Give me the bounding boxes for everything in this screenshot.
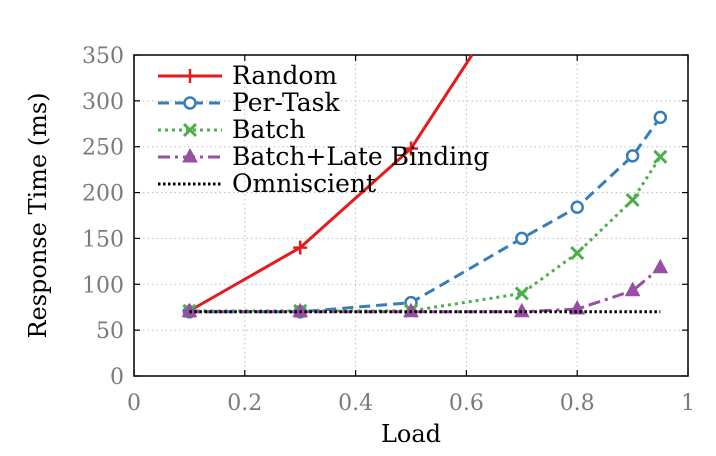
data-point — [653, 110, 668, 125]
legend-entry: Batch+Late Binding — [158, 142, 489, 171]
plot-frame — [133, 54, 689, 377]
data-point — [653, 149, 668, 164]
data-point — [183, 69, 197, 83]
x-axis-label: Load — [381, 420, 441, 448]
data-point — [625, 149, 640, 163]
x-tick-label: 0.8 — [560, 391, 595, 416]
legend-label: Batch+Late Binding — [232, 142, 489, 171]
y-tick-label: 250 — [82, 136, 124, 161]
axis-ticks: 0 0.2 0.4 0.6 0.8 1 0 50 100 150 200 250 300 350 — [82, 44, 695, 416]
y-tick-label: 0 — [110, 365, 124, 390]
x-tick-label: 0.6 — [449, 391, 484, 416]
data-point — [404, 141, 418, 156]
x-tick-label: 1 — [681, 391, 695, 416]
x-tick-label: 0 — [127, 391, 141, 416]
data-point — [652, 258, 669, 274]
data-point — [570, 200, 584, 214]
legend-entry: Omniscient — [158, 169, 376, 198]
data-point — [183, 96, 197, 110]
legend-entry: Per-Task — [158, 88, 340, 117]
x-tick-label: 0.4 — [338, 391, 373, 416]
legend-label: Per-Task — [232, 88, 340, 117]
series-line — [188, 54, 474, 313]
data-point — [570, 246, 585, 261]
series-layer — [181, 54, 669, 319]
x-tick-label: 0.2 — [227, 391, 262, 416]
data-point — [293, 240, 308, 255]
data-point — [624, 281, 641, 297]
data-point — [182, 122, 198, 138]
y-tick-label: 150 — [82, 227, 124, 252]
y-axis-label: Response Time (ms) — [24, 92, 52, 338]
data-point — [625, 192, 640, 207]
y-tick-label: 200 — [82, 182, 124, 207]
y-tick-label: 300 — [82, 90, 124, 115]
data-point — [514, 286, 529, 301]
legend-entry: Batch — [158, 115, 305, 144]
data-point — [515, 231, 529, 246]
legend-label: Random — [232, 61, 337, 90]
legend-entry: Random — [158, 61, 337, 90]
y-tick-label: 350 — [82, 44, 124, 69]
data-point — [182, 147, 198, 163]
series-batch-late-binding — [181, 258, 669, 318]
y-tick-label: 50 — [96, 319, 124, 344]
legend-label: Batch — [232, 115, 305, 144]
series-line — [189, 266, 662, 314]
y-tick-label: 100 — [82, 273, 124, 298]
legend-label: Omniscient — [232, 169, 376, 198]
